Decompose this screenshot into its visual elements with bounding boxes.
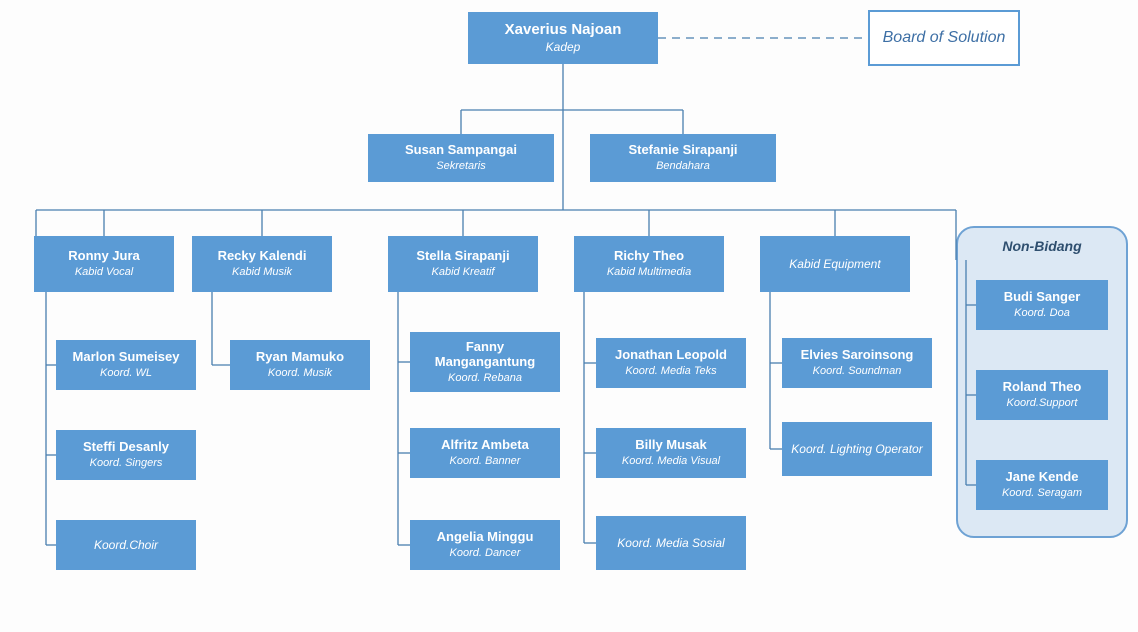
node-kadep: Xaverius Najoan Kadep xyxy=(468,12,658,64)
node-name: Billy Musak xyxy=(635,438,707,453)
node-role: Kabid Kreatif xyxy=(432,266,495,279)
node-name: Recky Kalendi xyxy=(218,249,307,264)
node-koord_soundman: Elvies Saroinsong Koord. Soundman xyxy=(782,338,932,388)
node-name: Jane Kende xyxy=(1006,470,1079,485)
node-koord_doa: Budi Sanger Koord. Doa xyxy=(976,280,1108,330)
node-name: Xaverius Najoan xyxy=(505,21,622,38)
node-koord_wl: Marlon Sumeisey Koord. WL xyxy=(56,340,196,390)
node-role: Kabid Equipment xyxy=(789,258,880,272)
node-koord_support: Roland Theo Koord.Support xyxy=(976,370,1108,420)
node-role: Koord. Doa xyxy=(1014,307,1070,320)
node-name: Elvies Saroinsong xyxy=(801,348,914,363)
node-name: Alfritz Ambeta xyxy=(441,438,529,453)
node-role: Koord. Seragam xyxy=(1002,487,1082,500)
node-role: Kabid Multimedia xyxy=(607,266,691,279)
node-koord_lighting: Koord. Lighting Operator xyxy=(782,422,932,476)
node-name: Fanny Mangangantung xyxy=(416,340,554,370)
node-role: Koord. Musik xyxy=(268,367,332,380)
node-kabid_musik: Recky Kalendi Kabid Musik xyxy=(192,236,332,292)
node-name: Angelia Minggu xyxy=(437,530,534,545)
node-role: Koord.Support xyxy=(1007,397,1078,410)
node-koord_banner: Alfritz Ambeta Koord. Banner xyxy=(410,428,560,478)
node-koord_singers: Steffi Desanly Koord. Singers xyxy=(56,430,196,480)
node-koord_media_visual: Billy Musak Koord. Media Visual xyxy=(596,428,746,478)
node-name: Jonathan Leopold xyxy=(615,348,727,363)
node-role: Koord. Banner xyxy=(450,455,521,468)
node-koord_musik: Ryan Mamuko Koord. Musik xyxy=(230,340,370,390)
node-name: Ronny Jura xyxy=(68,249,140,264)
node-kabid_multimedia: Richy Theo Kabid Multimedia xyxy=(574,236,724,292)
node-kabid_equipment: Kabid Equipment xyxy=(760,236,910,292)
node-name: Ryan Mamuko xyxy=(256,350,344,365)
node-koord_rebana: Fanny Mangangantung Koord. Rebana xyxy=(410,332,560,392)
node-role: Koord. Media Visual xyxy=(622,455,720,468)
node-role: Koord.Choir xyxy=(94,539,158,553)
node-bendahara: Stefanie Sirapanji Bendahara xyxy=(590,134,776,182)
node-name: Marlon Sumeisey xyxy=(73,350,180,365)
node-name: Susan Sampangai xyxy=(405,143,517,158)
node-role: Koord. WL xyxy=(100,367,152,380)
node-role: Koord. Dancer xyxy=(450,547,521,560)
node-board: Board of Solution xyxy=(868,10,1020,66)
node-name: Roland Theo xyxy=(1003,380,1082,395)
node-name: Budi Sanger xyxy=(1004,290,1081,305)
node-koord_seragam: Jane Kende Koord. Seragam xyxy=(976,460,1108,510)
node-role: Koord. Media Sosial xyxy=(617,537,724,551)
org-chart-canvas: Non-Bidang Xaverius Najoan Kadep Board of … xyxy=(0,0,1138,632)
node-role: Koord. Lighting Operator xyxy=(791,443,922,457)
node-role: Koord. Soundman xyxy=(813,365,902,378)
node-role: Kabid Musik xyxy=(232,266,292,279)
node-kabid_vocal: Ronny Jura Kabid Vocal xyxy=(34,236,174,292)
node-name: Richy Theo xyxy=(614,249,684,264)
node-role: Bendahara xyxy=(656,160,710,173)
node-sekretaris: Susan Sampangai Sekretaris xyxy=(368,134,554,182)
node-kabid_kreatif: Stella Sirapanji Kabid Kreatif xyxy=(388,236,538,292)
node-role: Koord. Rebana xyxy=(448,372,522,385)
node-role: Sekretaris xyxy=(436,160,486,173)
node-name: Stefanie Sirapanji xyxy=(628,143,737,158)
node-role: Koord. Singers xyxy=(90,457,163,470)
node-koord_choir: Koord.Choir xyxy=(56,520,196,570)
node-role: Koord. Media Teks xyxy=(625,365,716,378)
node-name: Steffi Desanly xyxy=(83,440,169,455)
node-role: Kadep xyxy=(546,41,581,55)
node-koord_media_sosial: Koord. Media Sosial xyxy=(596,516,746,570)
board-text: Board of Solution xyxy=(883,29,1006,47)
node-koord_media_teks: Jonathan Leopold Koord. Media Teks xyxy=(596,338,746,388)
node-name: Stella Sirapanji xyxy=(416,249,509,264)
node-koord_dancer: Angelia Minggu Koord. Dancer xyxy=(410,520,560,570)
node-role: Kabid Vocal xyxy=(75,266,133,279)
non-bidang-title: Non-Bidang xyxy=(956,238,1128,254)
